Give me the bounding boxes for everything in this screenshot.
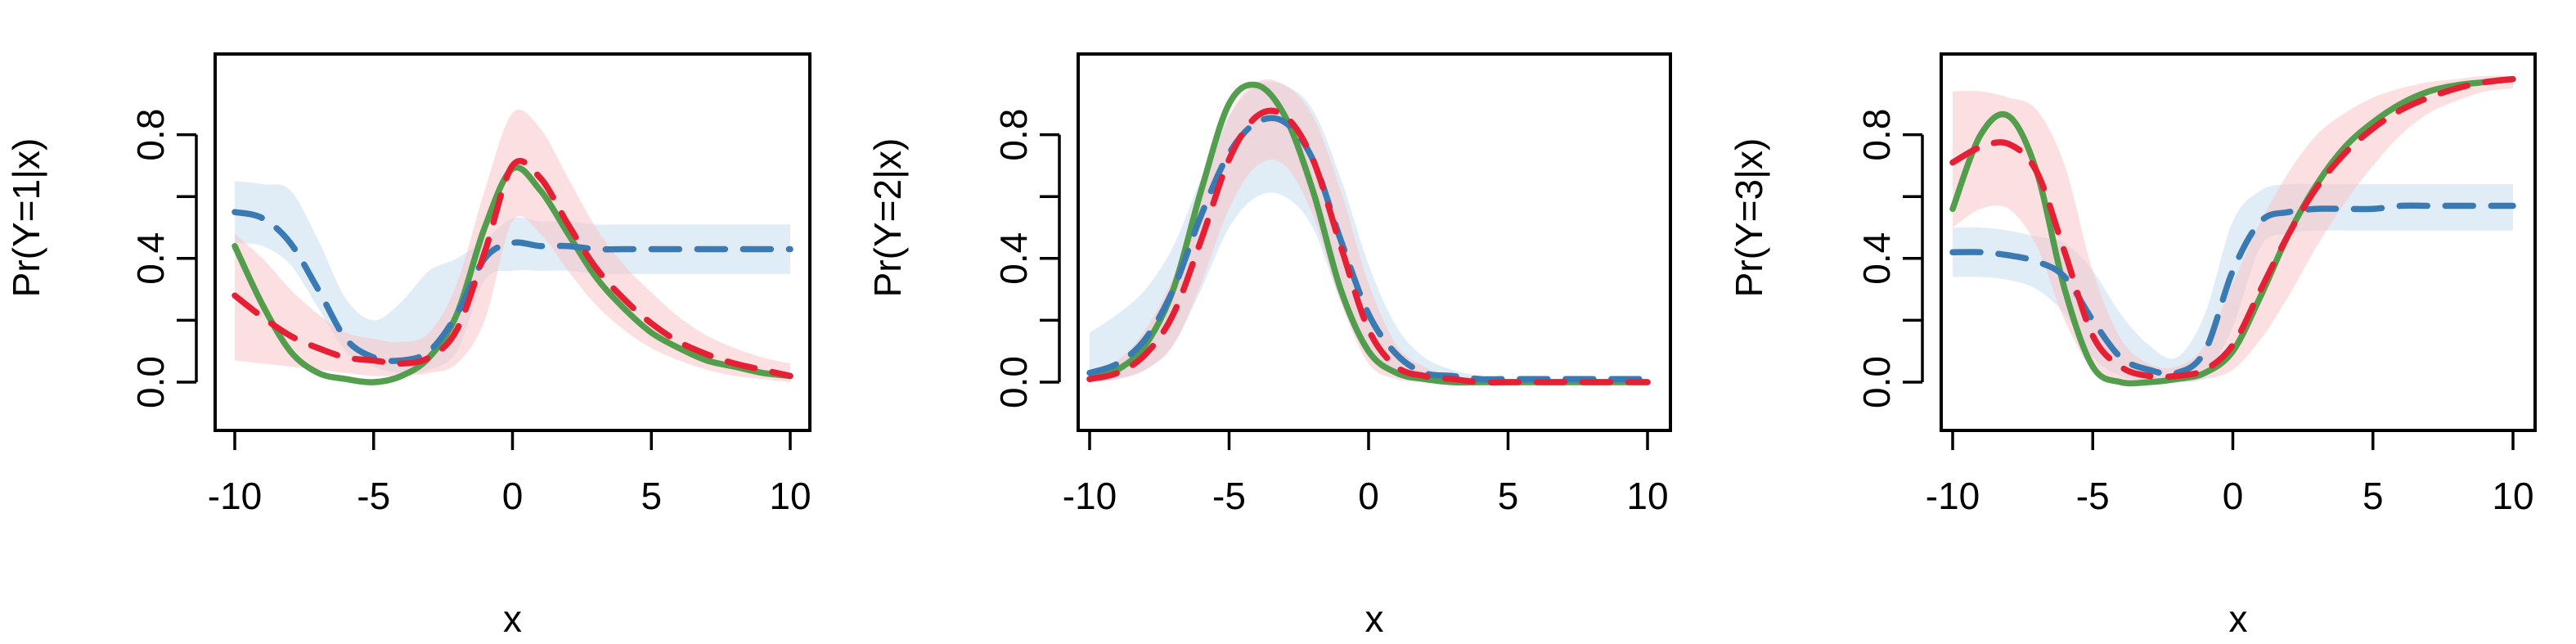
x-tick-label: -5 [1212,475,1246,517]
x-tick-label: 5 [1498,475,1519,517]
x-tick-label: -10 [208,475,262,517]
y-axis-label: Pr(Y=3|x) [1728,138,1770,298]
series-line-2 [232,209,793,364]
y-tick-label: 0.4 [992,232,1035,285]
x-axis-label: x [2229,597,2248,640]
y-axis-label: Pr(Y=2|x) [866,138,909,298]
x-tick-label: 5 [641,475,662,517]
series-line-3 [232,157,793,380]
y-tick-label: 0.8 [129,109,172,161]
x-tick-label: 0 [1358,475,1379,517]
panel-pr-y1: 0.0 0.4 0.8 -10 -5 0 5 10 x Pr(Y=1|x) [5,52,811,640]
confidence-band-2 [1090,79,1648,383]
confidence-band-2 [235,109,790,382]
y-tick-label: 0.4 [129,232,172,285]
plot-frame [1077,52,1672,432]
x-axis-label: x [503,597,522,640]
y-axis-label: Pr(Y=1|x) [5,138,47,298]
y-tick-label: 0.0 [1855,356,1898,408]
confidence-band-1 [235,181,790,373]
x-tick-label: -10 [1063,475,1117,517]
x-tick-label: -5 [2076,475,2110,517]
y-tick-label: 0.4 [1855,232,1898,285]
series-line-2 [1949,202,2516,377]
series-line-3 [1086,107,1651,386]
y-tick-label: 0.8 [1855,109,1898,161]
x-tick-label: -10 [1926,475,1980,517]
panel-pr-y3: 0.0 0.4 0.8 -10 -5 0 5 10 x Pr(Y=3|x) [1728,52,2537,640]
panel-pr-y2: 0.0 0.4 0.8 -10 -5 0 5 10 x Pr(Y=2|x) [866,52,1672,640]
x-tick-label: 10 [769,475,811,517]
y-tick-label: 0.0 [992,356,1035,408]
x-tick-label: 10 [1626,475,1668,517]
x-axis-label: x [1365,597,1384,640]
x-tick-label: 5 [2362,475,2384,517]
series-line-3 [1949,75,2516,381]
x-tick-label: 0 [502,475,524,517]
series-line-2 [1086,115,1651,383]
y-tick-label: 0.0 [129,356,172,408]
confidence-band-2 [1953,75,2513,384]
x-tick-label: 0 [2223,475,2244,517]
x-tick-label: -5 [357,475,390,517]
y-tick-label: 0.8 [992,109,1035,161]
x-tick-label: 10 [2492,475,2533,517]
